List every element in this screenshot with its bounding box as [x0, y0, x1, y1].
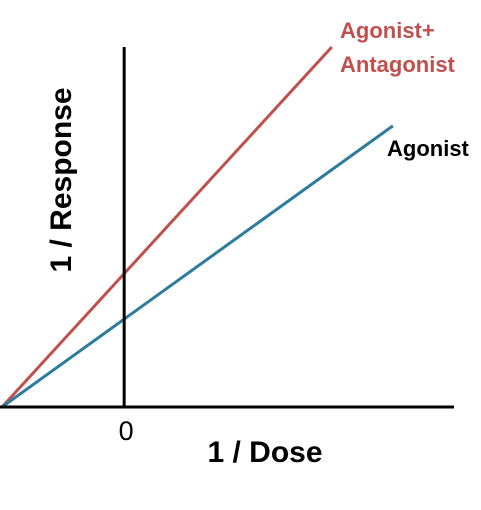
series-label-agonist-antagonist-line1: Agonist+ — [340, 18, 435, 43]
series-line-agonist — [1, 124, 394, 409]
x-tick-label-0: 0 — [119, 416, 134, 446]
series-label-agonist: Agonist — [387, 136, 470, 161]
x-axis-title: 1 / Dose — [207, 436, 322, 469]
axes-layer — [0, 47, 454, 409]
series-label-agonist-antagonist-line2: Antagonist — [340, 52, 456, 77]
y-axis-title: 1 / Response — [45, 87, 78, 272]
series-line-agonist-antagonist — [0, 45, 333, 409]
series-layer — [0, 45, 394, 409]
